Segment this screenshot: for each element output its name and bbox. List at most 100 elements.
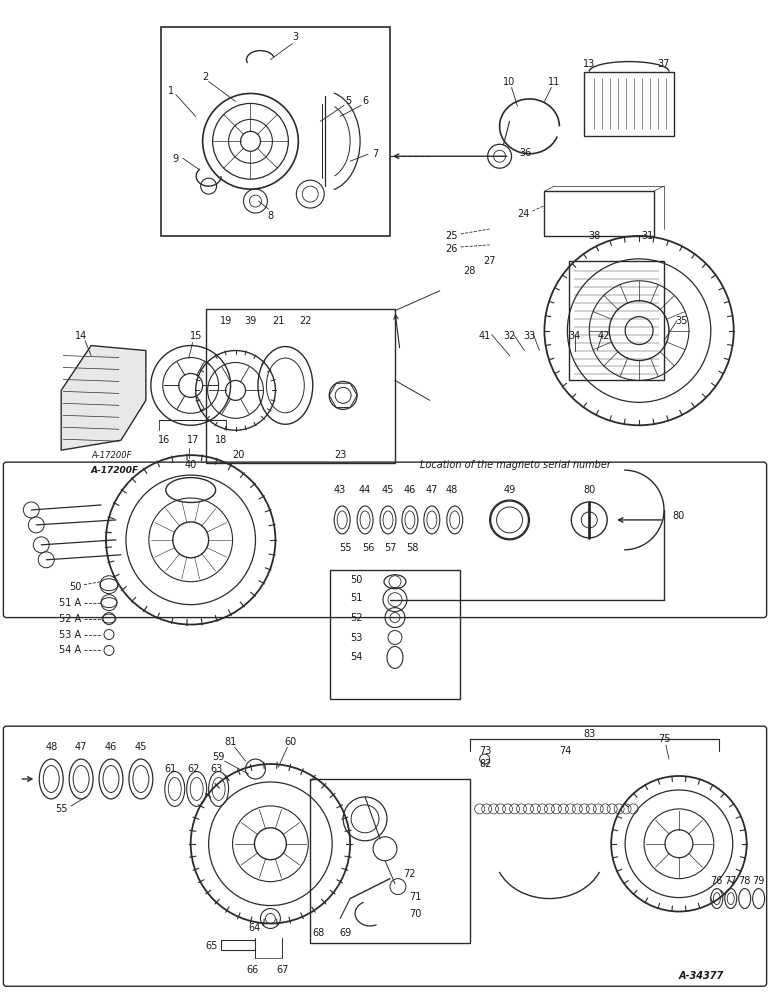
Text: 56: 56 — [362, 543, 374, 553]
Text: 66: 66 — [246, 965, 259, 975]
Text: 60: 60 — [284, 737, 296, 747]
Text: 55: 55 — [339, 543, 351, 553]
Text: 75: 75 — [658, 734, 670, 744]
Text: 10: 10 — [503, 77, 516, 87]
Text: 83: 83 — [583, 729, 595, 739]
Text: 53: 53 — [350, 633, 363, 643]
Text: 46: 46 — [404, 485, 416, 495]
Text: 20: 20 — [232, 450, 245, 460]
Text: 54: 54 — [350, 652, 363, 662]
Text: 9: 9 — [173, 154, 179, 164]
Text: 58: 58 — [406, 543, 418, 553]
Text: 44: 44 — [359, 485, 371, 495]
Text: 43: 43 — [334, 485, 347, 495]
Text: 79: 79 — [753, 876, 765, 886]
Text: 40: 40 — [185, 460, 197, 470]
Bar — [221, 940, 256, 950]
Text: 52: 52 — [350, 613, 363, 623]
Text: 48: 48 — [445, 485, 458, 495]
Bar — [569, 261, 664, 380]
Text: 11: 11 — [548, 77, 560, 87]
Text: A-34377: A-34377 — [679, 971, 724, 981]
Text: 78: 78 — [739, 876, 751, 886]
Text: A-17200F: A-17200F — [91, 451, 131, 460]
Text: 27: 27 — [483, 256, 496, 266]
Bar — [161, 27, 390, 236]
Text: 57: 57 — [384, 543, 396, 553]
Text: 19: 19 — [219, 316, 232, 326]
Text: 1: 1 — [168, 86, 174, 96]
Text: 54 A: 54 A — [59, 645, 81, 655]
Text: 67: 67 — [276, 965, 289, 975]
Text: 80: 80 — [673, 511, 685, 521]
Text: 2: 2 — [202, 72, 208, 82]
Text: Location of the magneto serial number: Location of the magneto serial number — [420, 460, 611, 470]
Text: 23: 23 — [334, 450, 347, 460]
Text: 45: 45 — [134, 742, 147, 752]
Text: 55: 55 — [55, 804, 67, 814]
Text: 36: 36 — [520, 148, 532, 158]
Text: 5: 5 — [345, 96, 351, 106]
Text: 73: 73 — [479, 746, 492, 756]
Text: 49: 49 — [503, 485, 516, 495]
Text: 8: 8 — [267, 211, 273, 221]
Text: 50: 50 — [350, 575, 363, 585]
Text: 69: 69 — [339, 928, 351, 938]
Text: 50: 50 — [69, 582, 81, 592]
Text: 25: 25 — [445, 231, 458, 241]
Text: 53 A: 53 A — [59, 630, 81, 640]
Text: 65: 65 — [205, 941, 218, 951]
Text: 13: 13 — [583, 59, 595, 69]
Text: 32: 32 — [503, 331, 516, 341]
Text: 47: 47 — [75, 742, 87, 752]
Text: 51: 51 — [350, 593, 363, 603]
Text: 42: 42 — [598, 331, 611, 341]
Text: 62: 62 — [188, 764, 200, 774]
Text: 72: 72 — [404, 869, 416, 879]
Bar — [544, 191, 654, 236]
Text: 35: 35 — [676, 316, 688, 326]
Text: 47: 47 — [425, 485, 438, 495]
Bar — [330, 570, 460, 699]
Text: 41: 41 — [479, 331, 491, 341]
Text: 45: 45 — [382, 485, 394, 495]
Text: 37: 37 — [658, 59, 670, 69]
Bar — [205, 309, 395, 463]
Text: 48: 48 — [45, 742, 57, 752]
Polygon shape — [61, 346, 146, 450]
Text: 52 A: 52 A — [59, 614, 81, 624]
Text: 34: 34 — [568, 331, 581, 341]
Text: 14: 14 — [75, 331, 87, 341]
Text: 61: 61 — [164, 764, 177, 774]
Bar — [584, 72, 674, 136]
Text: 77: 77 — [724, 876, 737, 886]
Text: 28: 28 — [463, 266, 476, 276]
Text: 3: 3 — [293, 32, 299, 42]
Text: 68: 68 — [312, 928, 324, 938]
Text: 33: 33 — [523, 331, 536, 341]
Text: 21: 21 — [273, 316, 285, 326]
Text: 22: 22 — [299, 316, 312, 326]
Text: 39: 39 — [245, 316, 256, 326]
Text: 64: 64 — [249, 923, 261, 933]
Text: 59: 59 — [212, 752, 225, 762]
Text: 76: 76 — [710, 876, 723, 886]
Text: 17: 17 — [187, 435, 199, 445]
Text: 63: 63 — [211, 764, 223, 774]
Text: 15: 15 — [189, 331, 201, 341]
Text: 26: 26 — [445, 244, 458, 254]
Text: 82: 82 — [479, 759, 492, 769]
Text: 24: 24 — [517, 209, 530, 219]
Text: 46: 46 — [105, 742, 117, 752]
Text: 80: 80 — [583, 485, 595, 495]
Text: 16: 16 — [157, 435, 170, 445]
Text: 31: 31 — [641, 231, 653, 241]
Text: 38: 38 — [588, 231, 601, 241]
Text: A-17200F: A-17200F — [91, 466, 139, 475]
Text: 74: 74 — [560, 746, 572, 756]
Text: 81: 81 — [225, 737, 237, 747]
Text: 6: 6 — [362, 96, 368, 106]
Text: 70: 70 — [408, 909, 421, 919]
Text: 51 A: 51 A — [59, 598, 81, 608]
Text: 71: 71 — [408, 892, 421, 902]
